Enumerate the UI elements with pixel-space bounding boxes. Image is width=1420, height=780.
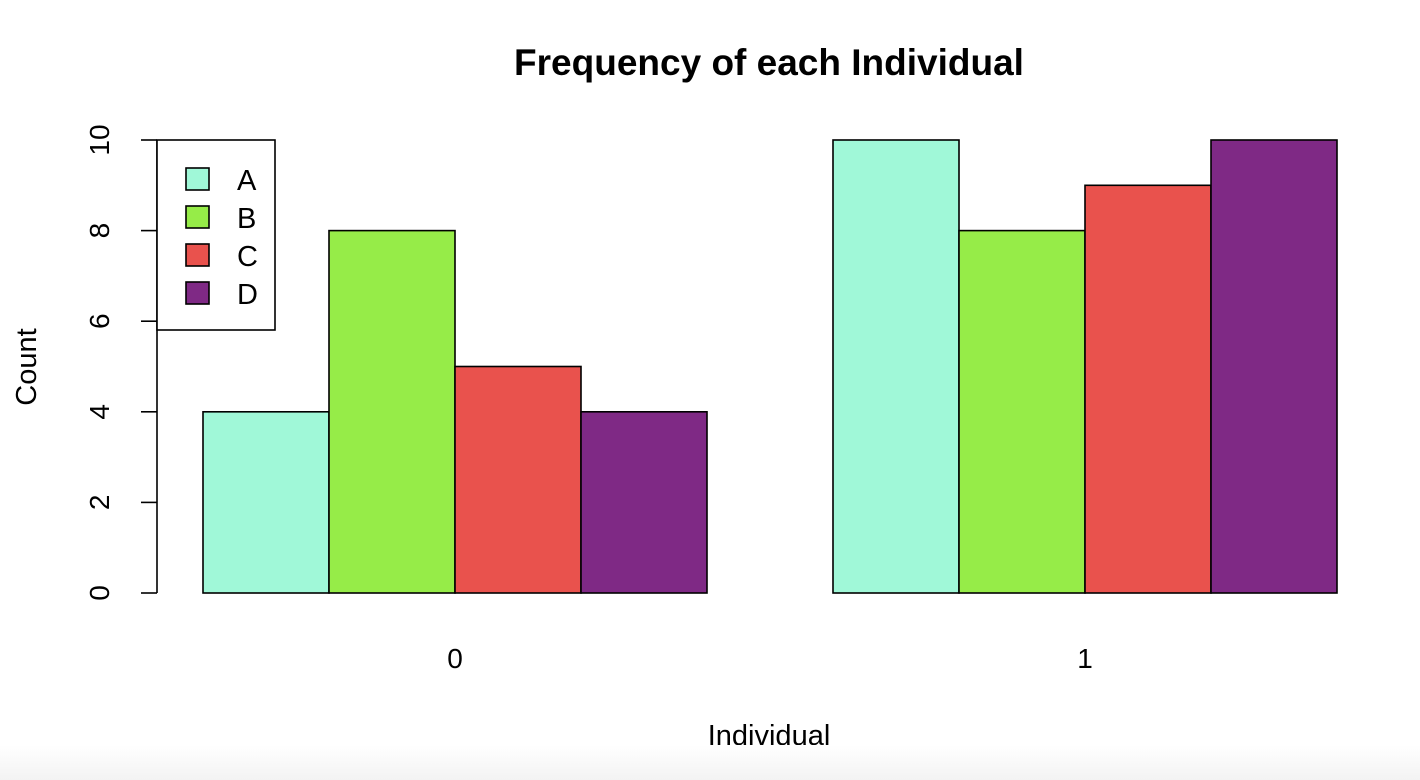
legend-label-B: B: [237, 203, 256, 235]
bar-C-1: [1084, 184, 1212, 594]
y-tick-label: 4: [84, 404, 115, 420]
x-tick-label: 1: [1077, 643, 1093, 674]
y-tick-label: 8: [84, 223, 115, 239]
y-axis: 0 2 4 6 8 10: [84, 124, 158, 601]
bar-A-0: [202, 410, 330, 594]
legend-label-D: D: [237, 279, 258, 311]
x-tick-label: 0: [447, 643, 463, 674]
y-tick-label: 0: [84, 585, 115, 601]
y-tick-label: 6: [84, 313, 115, 329]
bar-C-0: [454, 365, 582, 594]
bar-A-1: [832, 139, 960, 594]
y-tick-label: 10: [84, 124, 115, 155]
legend-swatch-C: [185, 243, 210, 267]
bars-group: [202, 139, 1338, 594]
window-bottom-edge: [0, 745, 1420, 780]
y-tick-label: 2: [84, 495, 115, 511]
legend-label-C: C: [237, 241, 258, 273]
legend-swatch-A: [185, 167, 210, 191]
chart-title: Frequency of each Individual: [514, 42, 1024, 83]
legend-box: [156, 139, 276, 331]
bar-B-1: [958, 229, 1086, 594]
bar-B-0: [328, 229, 456, 594]
legend-label-A: A: [237, 165, 257, 197]
legend-swatch-B: [185, 205, 210, 229]
bar-D-0: [580, 410, 708, 594]
y-axis-label: Count: [11, 328, 43, 405]
legend-swatch-D: [185, 281, 210, 305]
bar-D-1: [1210, 139, 1338, 594]
